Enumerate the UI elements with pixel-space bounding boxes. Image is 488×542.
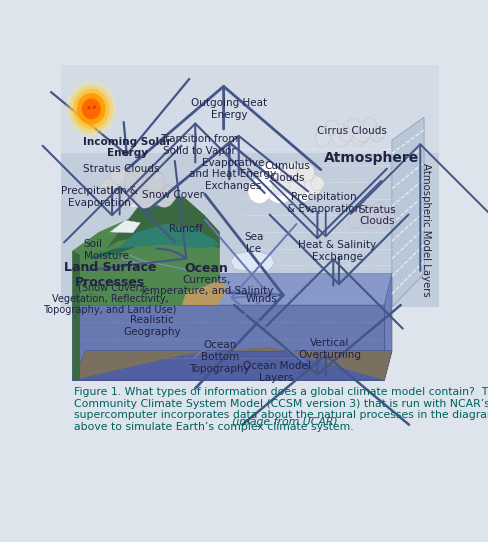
Circle shape <box>325 120 339 136</box>
Text: Land Surface
Processes: Land Surface Processes <box>64 261 157 289</box>
Circle shape <box>347 118 360 132</box>
Circle shape <box>315 130 330 146</box>
Circle shape <box>87 106 90 109</box>
Polygon shape <box>72 305 385 380</box>
Circle shape <box>129 166 145 184</box>
Text: Ocean: Ocean <box>184 262 228 275</box>
Text: Evaporative
and Heat Energy
Exchanges: Evaporative and Heat Energy Exchanges <box>189 158 277 191</box>
Polygon shape <box>72 351 392 380</box>
Circle shape <box>379 211 394 228</box>
Text: Stratus
Clouds: Stratus Clouds <box>358 205 396 227</box>
Polygon shape <box>385 274 392 380</box>
Polygon shape <box>230 251 275 272</box>
Polygon shape <box>118 224 220 249</box>
Text: Precipitation &
Evaporation: Precipitation & Evaporation <box>61 186 138 208</box>
Circle shape <box>82 99 101 119</box>
Text: Realistic
Geography: Realistic Geography <box>123 315 181 337</box>
Circle shape <box>259 163 281 186</box>
Text: Cumulus
Clouds: Cumulus Clouds <box>264 161 310 183</box>
Text: Atmospheric Model Layers: Atmospheric Model Layers <box>421 163 431 297</box>
Polygon shape <box>106 190 220 249</box>
Text: Winds: Winds <box>245 294 277 304</box>
Circle shape <box>145 171 165 192</box>
Circle shape <box>305 175 323 195</box>
Circle shape <box>339 127 353 142</box>
Circle shape <box>272 176 290 195</box>
Circle shape <box>361 207 381 229</box>
Text: (Snow Cover,
Vegetation, Reflectivity,
Topography, and Land Use): (Snow Cover, Vegetation, Reflectivity, T… <box>43 282 177 315</box>
Circle shape <box>289 177 313 203</box>
Circle shape <box>73 89 109 129</box>
Circle shape <box>248 178 271 203</box>
Polygon shape <box>72 215 220 305</box>
Text: Sea
Ice: Sea Ice <box>244 232 264 254</box>
Polygon shape <box>392 117 424 307</box>
Text: Runoff: Runoff <box>169 224 203 235</box>
Circle shape <box>364 118 376 132</box>
Circle shape <box>357 203 370 218</box>
Polygon shape <box>91 247 137 259</box>
Polygon shape <box>110 220 141 233</box>
Text: Soil
Moisture: Soil Moisture <box>84 240 129 261</box>
Circle shape <box>344 120 358 135</box>
Text: Stratus Clouds: Stratus Clouds <box>83 164 160 175</box>
Circle shape <box>162 186 177 203</box>
Circle shape <box>110 167 126 184</box>
Text: Currents,
Temperature, and Salinity: Currents, Temperature, and Salinity <box>140 275 274 296</box>
Text: Snow Cover: Snow Cover <box>142 190 203 200</box>
Circle shape <box>130 177 159 208</box>
Circle shape <box>358 131 369 143</box>
Text: Figure 1. What types of information does a global climate model contain?  The
Co: Figure 1. What types of information does… <box>74 387 488 432</box>
Circle shape <box>373 202 386 217</box>
Text: Incoming Solar
Energy: Incoming Solar Energy <box>83 137 171 158</box>
Text: Precipitation
& Evaporation: Precipitation & Evaporation <box>287 192 361 214</box>
Circle shape <box>348 212 363 229</box>
Circle shape <box>154 184 175 208</box>
Circle shape <box>311 177 324 191</box>
Circle shape <box>281 164 298 182</box>
Circle shape <box>352 130 366 146</box>
Circle shape <box>376 128 386 139</box>
Circle shape <box>137 177 154 196</box>
Text: Transition from
Solid to Vapor: Transition from Solid to Vapor <box>160 134 238 156</box>
Text: (image from UCAR): (image from UCAR) <box>232 417 338 427</box>
Circle shape <box>352 121 371 142</box>
Circle shape <box>370 126 384 141</box>
Text: Ocean
Bottom
Topography: Ocean Bottom Topography <box>189 340 250 373</box>
Circle shape <box>385 213 396 225</box>
Circle shape <box>77 93 105 125</box>
Circle shape <box>69 85 113 133</box>
Text: Ocean Model
Layers: Ocean Model Layers <box>243 362 310 383</box>
Circle shape <box>298 179 315 197</box>
Circle shape <box>281 162 303 186</box>
Circle shape <box>285 169 309 195</box>
Circle shape <box>93 106 96 109</box>
Text: Outgoing Heat
Energy: Outgoing Heat Energy <box>191 99 267 120</box>
Circle shape <box>331 124 351 146</box>
Polygon shape <box>72 251 80 380</box>
Circle shape <box>298 164 315 182</box>
Circle shape <box>124 171 144 193</box>
Circle shape <box>144 179 156 192</box>
Polygon shape <box>72 274 392 305</box>
Polygon shape <box>61 65 439 153</box>
Polygon shape <box>129 188 175 207</box>
Circle shape <box>65 80 117 137</box>
Circle shape <box>101 178 118 197</box>
Circle shape <box>116 171 139 197</box>
Text: Atmosphere: Atmosphere <box>324 151 419 165</box>
Text: Cirrus Clouds: Cirrus Clouds <box>317 126 387 136</box>
Text: Heat & Salinity
Exchange: Heat & Salinity Exchange <box>298 240 376 262</box>
Text: Vertical
Overturning: Vertical Overturning <box>298 338 361 360</box>
Circle shape <box>264 169 296 203</box>
Polygon shape <box>182 280 227 305</box>
Polygon shape <box>72 347 392 380</box>
Circle shape <box>114 185 135 208</box>
Polygon shape <box>61 153 439 307</box>
